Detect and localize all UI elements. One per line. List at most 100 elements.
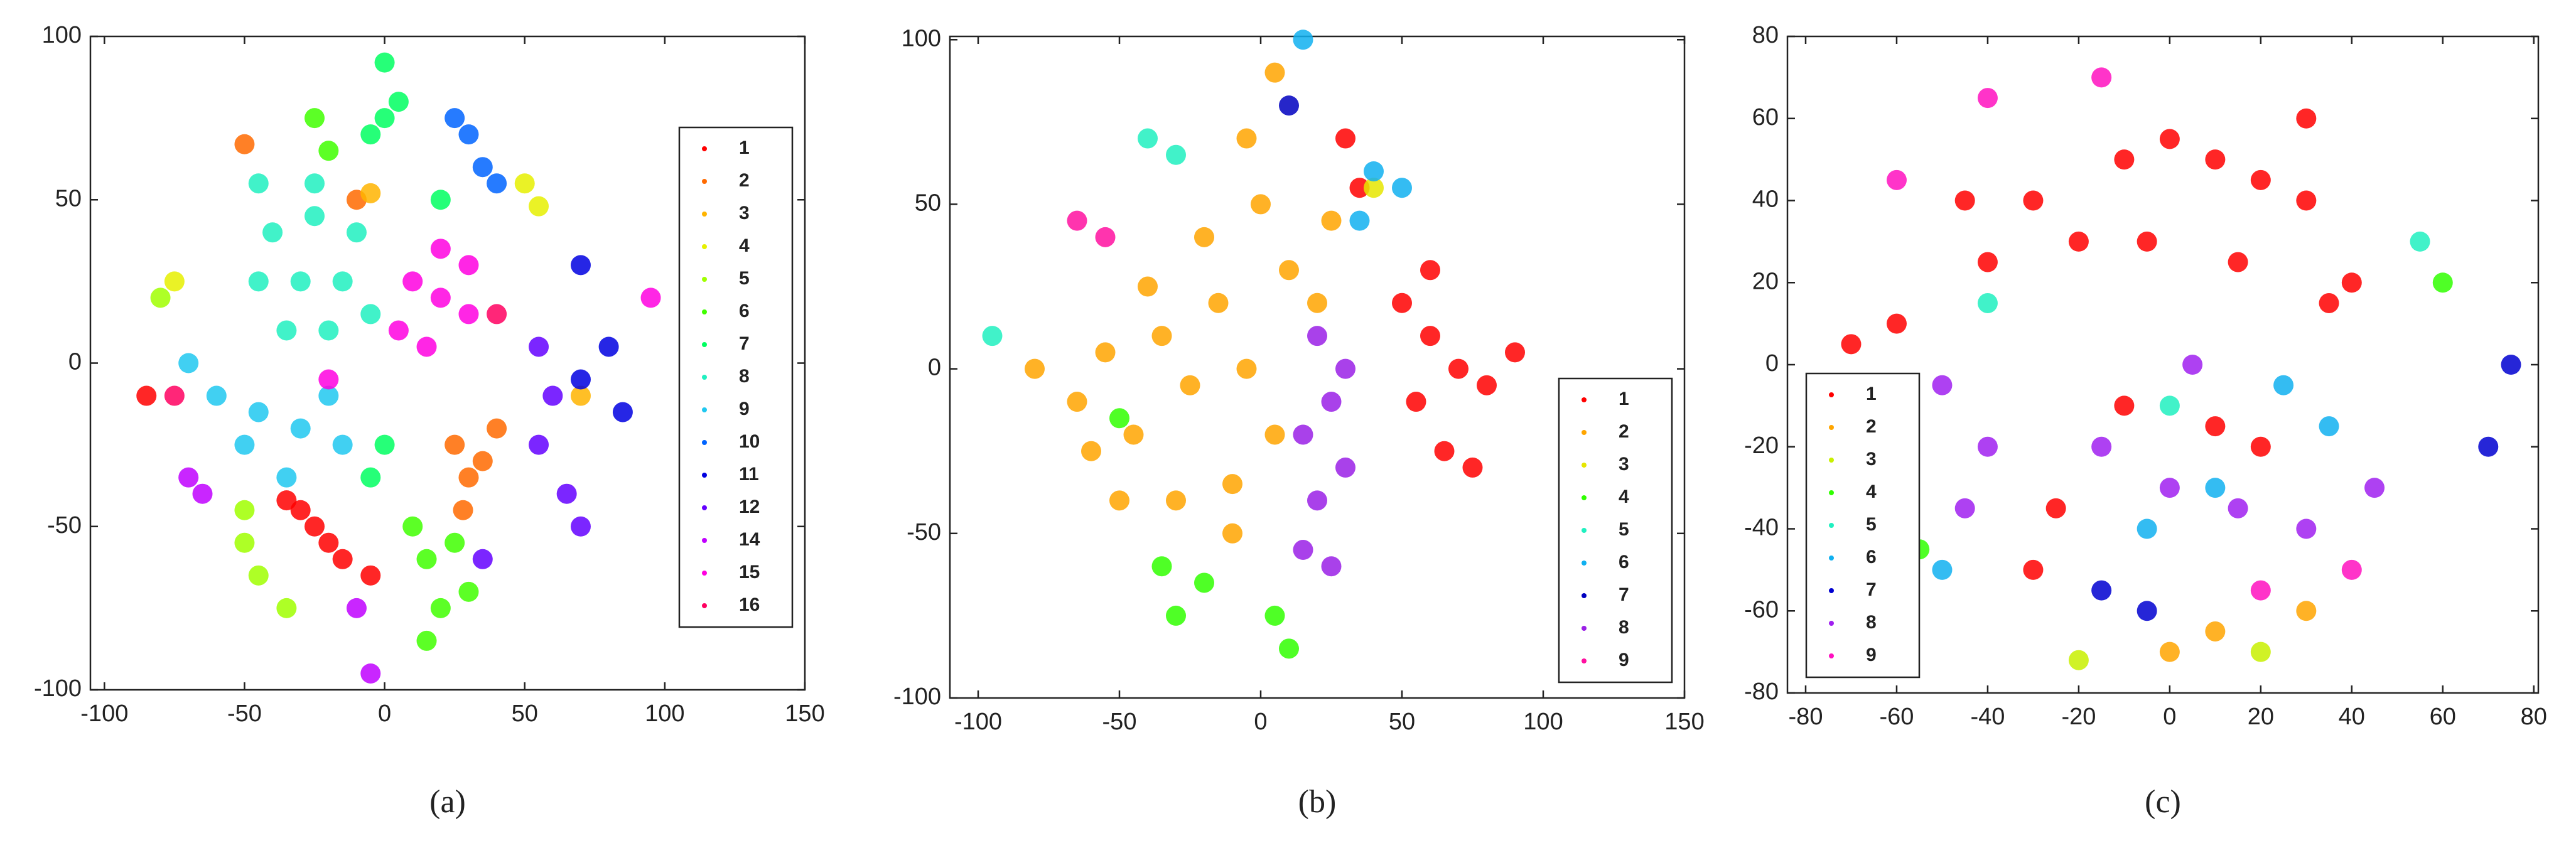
y-tick-label: -80 [1744,679,1779,705]
point [1307,293,1327,313]
point [2250,169,2271,190]
point [1364,161,1384,181]
panel-label: (c) [2145,784,2181,820]
point [1321,210,1342,231]
point [1109,408,1129,429]
point [1293,30,1313,50]
point [2296,108,2317,129]
x-tick-label: 40 [2339,704,2365,730]
legend-label: 5 [739,268,750,289]
legend-label: 4 [1619,486,1629,507]
point [332,434,353,455]
legend-label: 3 [739,203,750,223]
point [388,92,409,112]
x-tick-label: 0 [378,700,391,727]
legend-label: 9 [739,399,750,419]
point [514,173,535,194]
point [2159,641,2180,662]
point [248,173,269,194]
point [248,402,269,422]
point [1886,313,1907,334]
point [1977,252,1998,272]
x-tick-label: 0 [1254,709,1267,735]
point [192,483,213,504]
point [1095,227,1116,247]
point [2137,601,2157,621]
point [445,108,465,129]
legend-label: 4 [739,235,750,256]
point [529,196,549,217]
point [1138,276,1158,297]
legend-label: 15 [739,562,760,582]
legend-marker [702,179,707,184]
y-tick-label: -60 [1744,596,1779,623]
point [1841,334,1862,355]
point [1264,424,1285,445]
legend-marker [1829,392,1834,397]
legend-label: 10 [739,431,760,452]
point [416,336,437,357]
point [1109,490,1129,511]
point [458,304,479,325]
x-tick-label: 100 [1523,709,1563,735]
legend-marker [1582,397,1587,402]
legend-label: 9 [1866,645,1877,665]
point [276,490,297,511]
legend-label: 2 [739,170,750,191]
x-tick-label: 50 [1389,709,1415,735]
point [570,255,591,276]
point [2205,149,2226,170]
y-tick-label: 0 [68,349,82,375]
legend-label: 14 [739,529,760,550]
point [178,467,199,488]
y-tick-label: 50 [915,190,941,216]
point [318,320,339,341]
point [2501,355,2521,375]
point [2228,252,2248,272]
y-tick-label: 0 [928,355,941,381]
point [346,222,367,243]
point [276,467,297,488]
legend-label: 6 [1866,547,1877,567]
point [1264,605,1285,626]
y-tick-label: 80 [1752,22,1779,48]
point [2319,293,2339,313]
point [982,326,1003,346]
x-tick-label: 50 [512,700,538,727]
point [1977,88,1998,109]
legend-marker [1829,588,1834,593]
legend-box [678,126,794,628]
point [640,287,661,308]
x-tick-label: 150 [785,700,824,727]
point [2205,416,2226,437]
y-tick-label: 100 [902,25,941,51]
legend-label: 2 [1866,416,1877,437]
legend-marker [702,146,707,151]
point [487,173,507,194]
point [360,304,381,325]
legend-marker [1829,425,1834,430]
x-tick-label: 20 [2248,704,2274,730]
legend-label: 11 [739,464,759,485]
point [2432,272,2453,293]
point [2159,129,2180,149]
point [1392,293,1412,313]
point [2319,416,2339,437]
panel: -80 -60 -40 -20 0 20 40 60 80 -80 -60 -40 -20 0 20 40 60… [1744,22,2547,820]
point [150,287,171,308]
point [360,565,381,586]
point [2045,498,2066,518]
y-tick-label: 0 [1765,350,1779,377]
legend-marker [702,342,707,347]
point [529,434,549,455]
point [304,108,325,129]
point [1081,441,1101,461]
point [2068,231,2089,252]
legend-marker [1582,528,1587,533]
point [1977,436,1998,457]
point [2410,231,2430,252]
point [2091,436,2112,457]
point [234,134,255,154]
panel: -100 -50 0 50 100 150 -100 -50 0 50 100 1 2 3 4 5 6 7 8 9 (b… [893,25,1705,820]
point [2341,272,2362,293]
